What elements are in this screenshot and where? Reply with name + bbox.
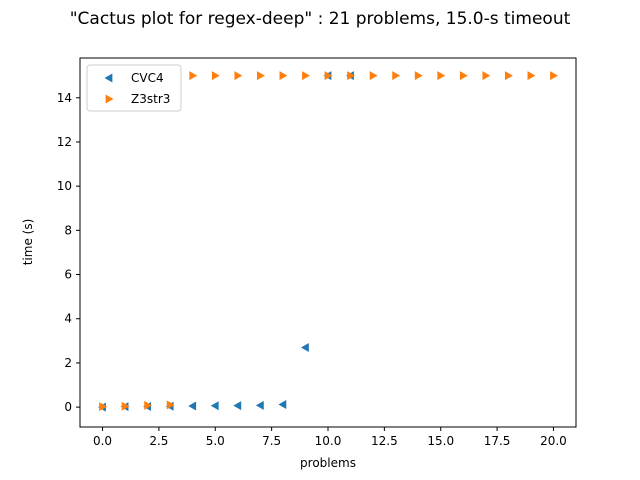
legend: CVC4 Z3str3 (86, 64, 182, 112)
y-tick-label: 10 (57, 179, 72, 193)
x-tick-label: 10.0 (315, 434, 342, 448)
data-point-z3str3 (256, 71, 265, 81)
data-point-cvc4 (210, 401, 219, 411)
data-point-z3str3 (504, 71, 513, 81)
data-point-z3str3 (550, 71, 558, 81)
series-z3str3 (99, 71, 558, 412)
data-point-z3str3 (302, 71, 310, 81)
data-point-cvc4 (188, 401, 197, 411)
data-point-z3str3 (437, 71, 446, 81)
y-tick-label: 2 (64, 356, 72, 370)
series-cvc4 (98, 71, 354, 412)
data-point-z3str3 (527, 71, 536, 81)
plot-frame (79, 57, 577, 428)
data-point-z3str3 (189, 71, 198, 81)
data-point-z3str3 (144, 400, 153, 410)
x-axis-label: problems (300, 456, 356, 470)
data-point-z3str3 (234, 71, 243, 81)
x-tick-label: 15.0 (427, 434, 454, 448)
legend-marker-z3str3 (105, 94, 114, 104)
data-point-z3str3 (369, 71, 378, 81)
x-tick-label: 20.0 (540, 434, 567, 448)
x-tick-label: 17.5 (484, 434, 511, 448)
y-tick-label: 8 (64, 223, 72, 237)
data-point-z3str3 (121, 401, 130, 411)
y-tick-label: 12 (57, 135, 72, 149)
y-tick-label: 4 (64, 312, 72, 326)
legend-label-z3str3: Z3str3 (131, 92, 170, 106)
data-point-cvc4 (255, 400, 264, 410)
data-point-z3str3 (392, 71, 401, 81)
data-point-z3str3 (482, 71, 491, 81)
x-tick-label: 7.5 (262, 434, 281, 448)
data-point-z3str3 (414, 71, 423, 81)
data-point-cvc4 (233, 401, 242, 411)
data-point-z3str3 (166, 400, 175, 410)
data-point-z3str3 (459, 71, 468, 81)
data-point-cvc4 (300, 342, 309, 352)
y-tick-label: 6 (64, 268, 72, 282)
x-tick-label: 5.0 (206, 434, 225, 448)
data-point-z3str3 (99, 402, 108, 412)
chart-title: "Cactus plot for regex-deep" : 21 proble… (70, 9, 571, 29)
x-tick-label: 2.5 (149, 434, 168, 448)
legend-marker-cvc4 (104, 73, 113, 83)
y-tick-label: 0 (64, 400, 72, 414)
x-tick-label: 0.0 (93, 434, 112, 448)
legend-label-cvc4: CVC4 (131, 71, 164, 85)
y-tick-label: 14 (57, 91, 72, 105)
data-point-z3str3 (211, 71, 220, 81)
y-axis-label: time (s) (21, 219, 35, 266)
x-tick-label: 12.5 (371, 434, 398, 448)
data-point-z3str3 (324, 71, 333, 81)
data-point-cvc4 (278, 399, 287, 409)
data-point-z3str3 (347, 71, 356, 81)
data-point-z3str3 (279, 71, 288, 81)
